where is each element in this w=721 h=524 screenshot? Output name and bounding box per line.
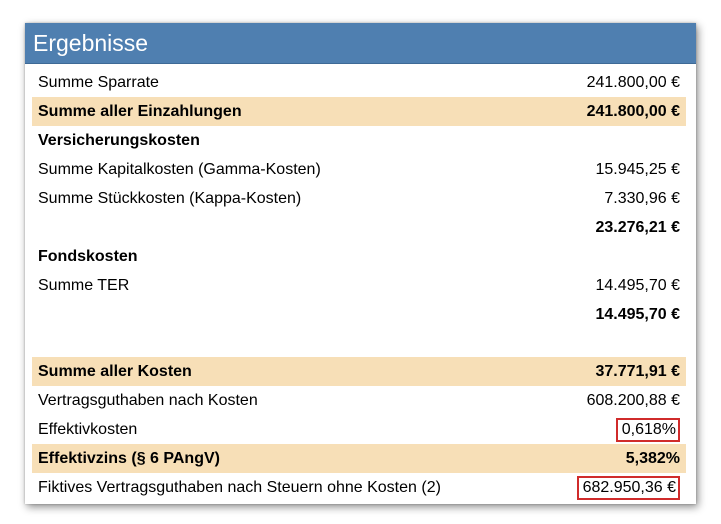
- row-label: Summe aller Kosten: [38, 362, 192, 380]
- row-value: 241.800,00 €: [586, 73, 680, 91]
- panel-title: Ergebnisse: [25, 23, 696, 64]
- highlighted-value: 682.950,36 €: [576, 475, 680, 500]
- row-label: Fiktives Vertragsguthaben nach Steuern o…: [38, 478, 441, 496]
- section-heading: Versicherungskosten: [38, 131, 200, 149]
- row-summe-kosten: Summe aller Kosten 37.771,91 €: [32, 357, 686, 386]
- row-value: 241.800,00 €: [586, 102, 680, 120]
- row-value: 14.495,70 €: [595, 276, 680, 294]
- highlighted-value: 0,618%: [615, 417, 680, 442]
- row-label: Summe aller Einzahlungen: [38, 102, 242, 120]
- row-vertragsguthaben: Vertragsguthaben nach Kosten 608.200,88 …: [32, 386, 686, 415]
- row-value: 608.200,88 €: [586, 391, 680, 409]
- section-versicherungskosten: Versicherungskosten: [32, 126, 686, 155]
- row-summe-ter: Summe TER 14.495,70 €: [32, 271, 686, 300]
- row-label: Summe Sparrate: [38, 73, 159, 91]
- row-label: Vertragsguthaben nach Kosten: [38, 391, 258, 409]
- row-effektivzins: Effektivzins (§ 6 PAngV) 5,382%: [32, 444, 686, 473]
- row-label: Summe TER: [38, 276, 130, 294]
- row-fiktives-vertragsguthaben: Fiktives Vertragsguthaben nach Steuern o…: [32, 473, 686, 502]
- row-kapitalkosten: Summe Kapitalkosten (Gamma-Kosten) 15.94…: [32, 155, 686, 184]
- row-label: Summe Kapitalkosten (Gamma-Kosten): [38, 160, 321, 178]
- row-value: 5,382%: [625, 449, 680, 467]
- row-label: Effektivkosten: [38, 420, 138, 438]
- row-fonds-total: 14.495,70 €: [32, 300, 686, 329]
- row-value: 15.945,25 €: [595, 160, 680, 178]
- row-versicherung-total: 23.276,21 €: [32, 213, 686, 242]
- row-label: Summe Stückkosten (Kappa-Kosten): [38, 189, 302, 207]
- row-value: 7.330,96 €: [604, 189, 680, 207]
- subtotal-value: 14.495,70 €: [595, 305, 680, 323]
- section-heading: Fondskosten: [38, 247, 138, 265]
- results-panel: Ergebnisse Summe Sparrate 241.800,00 € S…: [25, 23, 696, 504]
- section-fondskosten: Fondskosten: [32, 242, 686, 271]
- row-label: Effektivzins (§ 6 PAngV): [38, 449, 220, 467]
- row-stueckkosten: Summe Stückkosten (Kappa-Kosten) 7.330,9…: [32, 184, 686, 213]
- row-summe-einzahlungen: Summe aller Einzahlungen 241.800,00 €: [32, 97, 686, 126]
- row-value: 37.771,91 €: [595, 362, 680, 380]
- row-effektivkosten: Effektivkosten 0,618%: [32, 415, 686, 444]
- subtotal-value: 23.276,21 €: [595, 218, 680, 236]
- row-summe-sparrate: Summe Sparrate 241.800,00 €: [32, 68, 686, 97]
